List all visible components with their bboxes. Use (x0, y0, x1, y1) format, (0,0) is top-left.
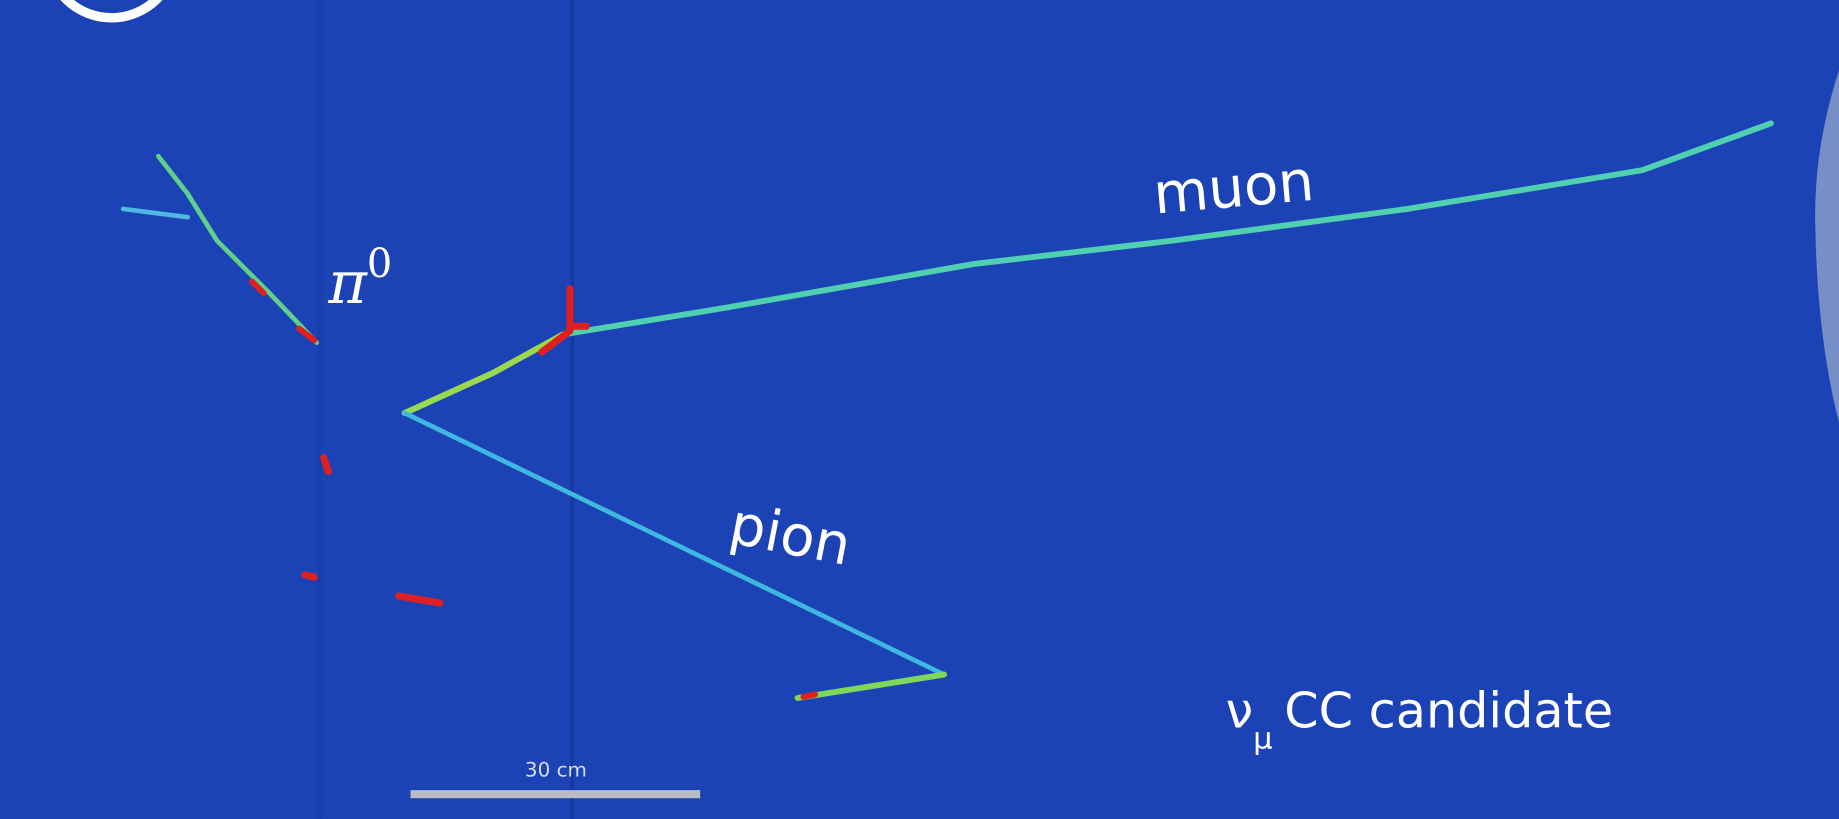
event-subscript: μ (1253, 721, 1272, 756)
event-display: π0 muon pion νμCC candidate 30 cm (0, 0, 1839, 819)
page: π0 muon pion νμCC candidate 30 cm (() =>… (0, 0, 1839, 819)
scale-bar-label: 30 cm (525, 759, 587, 782)
event-particle: ν (1226, 681, 1254, 739)
pi0-superscript: 0 (367, 241, 392, 287)
muon-label: muon (1151, 149, 1317, 228)
pi0-symbol: π (327, 249, 368, 317)
event-text: CC candidate (1284, 681, 1613, 739)
secondary-hits (803, 694, 815, 696)
